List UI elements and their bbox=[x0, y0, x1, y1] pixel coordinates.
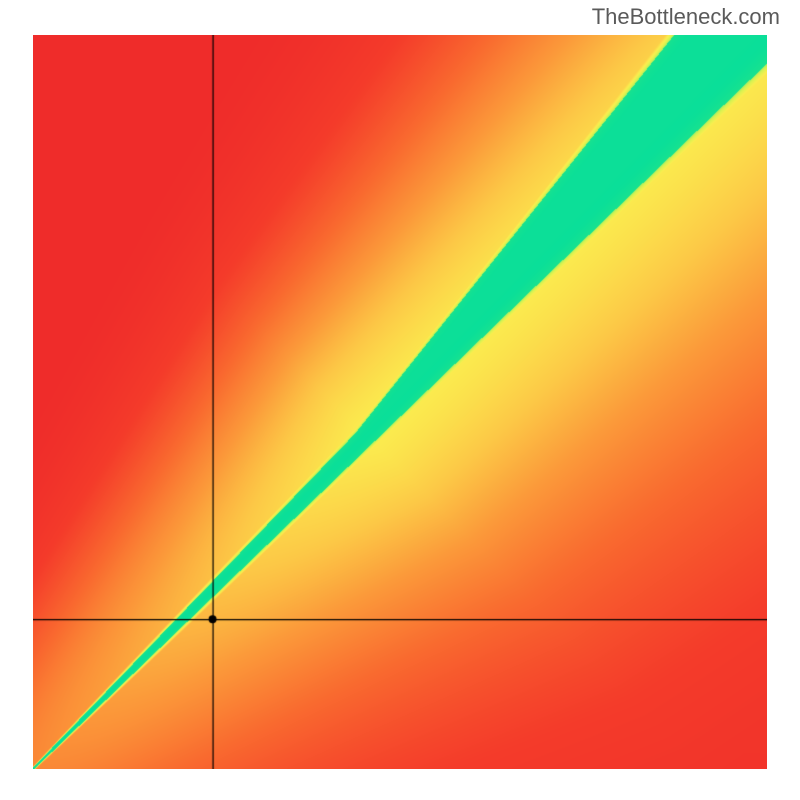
heatmap-canvas bbox=[33, 35, 767, 769]
watermark-text: TheBottleneck.com bbox=[592, 4, 780, 30]
heatmap-plot bbox=[33, 35, 767, 769]
